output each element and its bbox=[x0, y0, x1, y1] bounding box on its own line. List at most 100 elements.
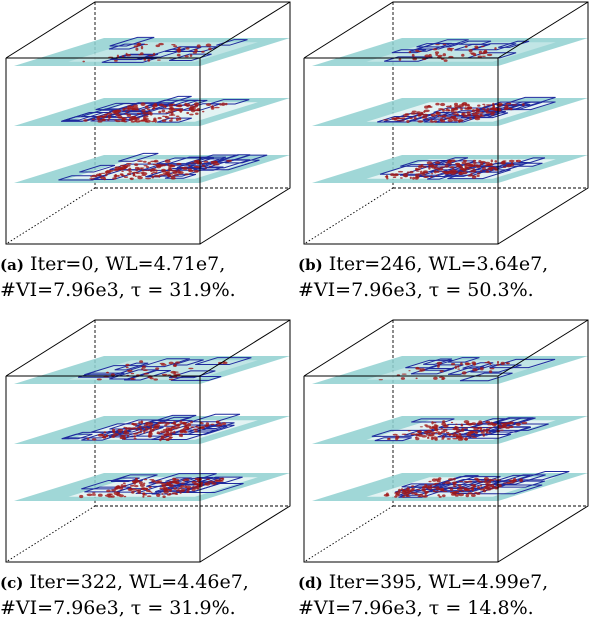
std-cell bbox=[471, 109, 476, 113]
cube-hidden-edge bbox=[303, 505, 394, 563]
std-cell bbox=[226, 159, 233, 163]
std-cell bbox=[200, 422, 204, 425]
std-cell bbox=[447, 170, 453, 173]
std-cell bbox=[404, 175, 408, 178]
std-cell bbox=[406, 488, 410, 491]
std-cell bbox=[480, 170, 483, 172]
std-cell bbox=[174, 363, 177, 367]
std-cell bbox=[480, 160, 486, 163]
std-cell bbox=[428, 485, 432, 488]
std-cell bbox=[432, 422, 437, 424]
std-cell bbox=[445, 109, 451, 112]
macro-block bbox=[518, 471, 570, 481]
macro-block bbox=[478, 103, 531, 111]
std-cell bbox=[146, 105, 148, 107]
std-cell bbox=[424, 430, 429, 434]
caption-label-b: (b) bbox=[298, 256, 323, 274]
std-cell bbox=[484, 49, 487, 53]
std-cell bbox=[462, 159, 468, 163]
std-cell bbox=[149, 428, 155, 432]
std-cell bbox=[452, 113, 459, 116]
std-cell bbox=[483, 477, 489, 481]
std-cell bbox=[177, 169, 180, 171]
std-cell bbox=[139, 428, 143, 432]
std-cell bbox=[419, 426, 423, 428]
std-cell bbox=[191, 488, 196, 492]
std-cell bbox=[92, 492, 96, 494]
cube-front-face bbox=[303, 376, 499, 563]
std-cell bbox=[402, 495, 405, 498]
std-cell bbox=[435, 44, 440, 46]
std-cell bbox=[170, 173, 173, 175]
std-cell bbox=[475, 114, 481, 119]
std-cell bbox=[392, 433, 398, 436]
std-cell bbox=[417, 120, 424, 123]
std-cell bbox=[196, 108, 201, 112]
std-cell bbox=[378, 379, 383, 381]
std-cell bbox=[503, 107, 507, 111]
std-cell bbox=[161, 485, 166, 487]
std-cell bbox=[415, 377, 418, 380]
std-cell bbox=[164, 159, 171, 163]
std-cell bbox=[464, 45, 468, 48]
std-cell bbox=[127, 172, 132, 176]
std-cell bbox=[506, 481, 511, 485]
std-cell bbox=[210, 106, 214, 108]
std-cell bbox=[398, 117, 403, 119]
std-cell bbox=[428, 431, 431, 434]
std-cell bbox=[207, 480, 214, 483]
std-cell bbox=[414, 436, 418, 439]
std-cell bbox=[460, 490, 465, 492]
std-cell bbox=[86, 437, 90, 440]
std-cell bbox=[215, 424, 221, 427]
caption-d-line2: #VI=7.96e3, τ = 14.8%. bbox=[298, 597, 534, 619]
std-cell bbox=[491, 422, 495, 426]
std-cell bbox=[410, 433, 416, 435]
std-cell bbox=[440, 102, 446, 107]
std-cell bbox=[142, 495, 145, 498]
std-cell bbox=[142, 426, 148, 428]
std-cell bbox=[127, 105, 132, 108]
std-cell bbox=[430, 113, 433, 117]
std-cell bbox=[500, 361, 505, 366]
std-cell bbox=[466, 111, 471, 115]
std-cell bbox=[386, 438, 391, 440]
std-cell bbox=[134, 120, 141, 123]
std-cell bbox=[151, 107, 156, 110]
std-cell bbox=[174, 482, 180, 484]
std-cell bbox=[195, 161, 200, 163]
std-cell bbox=[178, 433, 182, 437]
std-cell bbox=[180, 488, 186, 492]
std-cell bbox=[455, 423, 458, 425]
std-cell bbox=[519, 478, 523, 482]
std-cell bbox=[489, 111, 496, 114]
std-cell bbox=[168, 492, 172, 496]
std-cell bbox=[175, 426, 180, 429]
std-cell bbox=[155, 169, 158, 172]
std-cell bbox=[422, 166, 427, 168]
std-cell bbox=[221, 477, 225, 481]
figure-panel-b: (b) Iter=246, WL=3.64e7, #VI=7.96e3, τ =… bbox=[298, 0, 595, 318]
macro-block bbox=[109, 369, 159, 380]
std-cell bbox=[398, 58, 402, 61]
std-cell bbox=[479, 112, 484, 114]
caption-d-line1: Iter=395, WL=4.99e7, bbox=[328, 571, 549, 593]
std-cell bbox=[457, 365, 460, 368]
std-cell bbox=[117, 428, 124, 432]
std-cell bbox=[195, 425, 198, 428]
macro-block bbox=[492, 474, 531, 483]
std-cell bbox=[142, 160, 147, 163]
std-cell bbox=[186, 111, 190, 115]
std-cell bbox=[471, 493, 476, 497]
std-cell bbox=[173, 428, 178, 430]
std-cell bbox=[486, 163, 491, 167]
std-cell bbox=[106, 371, 109, 374]
std-cell bbox=[382, 119, 389, 121]
std-cell bbox=[503, 482, 507, 484]
std-cell bbox=[430, 175, 433, 178]
std-cell bbox=[145, 119, 151, 123]
std-cell bbox=[194, 430, 198, 433]
std-cell bbox=[151, 479, 156, 483]
std-cell bbox=[160, 363, 167, 366]
std-cell bbox=[461, 102, 465, 106]
